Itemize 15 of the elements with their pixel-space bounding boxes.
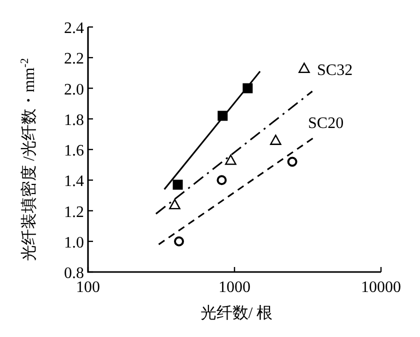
x-tick-label: 100 <box>76 279 100 296</box>
x-tick-label: 1000 <box>218 279 250 296</box>
y-tick-label: 2.2 <box>64 50 84 68</box>
x-tick-label: 10000 <box>361 279 401 296</box>
y-tick-label: 1.2 <box>64 204 84 221</box>
y-tick-label: 1.0 <box>64 234 84 252</box>
annotation: SC20 <box>308 115 344 132</box>
y-tick-label: 2.4 <box>64 20 84 37</box>
annotation: SC32 <box>317 62 353 79</box>
x-axis-title: 光纤数/ 根 <box>200 304 273 322</box>
y-tick-label: 0.8 <box>64 265 84 282</box>
y-tick-label: 1.4 <box>64 173 84 190</box>
y-tick-label: 1.8 <box>64 112 84 129</box>
y-tick-label: 2.0 <box>64 81 84 98</box>
y-tick-label: 1.6 <box>64 142 84 160</box>
